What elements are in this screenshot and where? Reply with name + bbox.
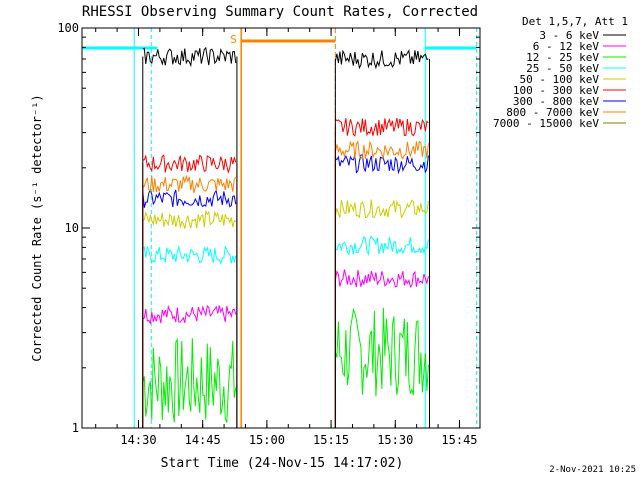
legend-label: 50 - 100 keV <box>520 73 600 86</box>
series-trace <box>335 117 429 137</box>
legend-label: 3 - 6 keV <box>539 29 599 42</box>
legend-title: Det 1,5,7, Att 1 <box>522 15 628 28</box>
y-tick-label: 1 <box>72 421 79 435</box>
series-trace <box>142 304 237 325</box>
series-trace <box>142 154 237 174</box>
series-25-50kev <box>142 235 431 428</box>
plot-frame <box>81 27 481 429</box>
x-tick-label: 15:45 <box>441 433 477 447</box>
x-tick-label: 15:15 <box>313 433 349 447</box>
series-trace <box>334 199 429 219</box>
legend-label: 800 - 7000 keV <box>506 106 599 119</box>
y-tick-label: 10 <box>65 221 79 235</box>
x-tick-label: 15:30 <box>377 433 413 447</box>
series-trace <box>334 49 429 70</box>
legend-label: 300 - 800 keV <box>513 95 599 108</box>
series-6-12kev <box>142 269 431 428</box>
x-tick-label: 15:00 <box>249 433 285 447</box>
series-trace <box>334 269 429 288</box>
series-trace <box>142 188 237 208</box>
legend-label: 7000 - 15000 keV <box>493 117 599 130</box>
x-tick-label: 14:30 <box>120 433 156 447</box>
legend-label: 100 - 300 keV <box>513 84 599 97</box>
chart-title: RHESSI Observing Summary Count Rates, Co… <box>82 4 478 20</box>
series-trace <box>335 154 429 175</box>
legend-label: 6 - 12 keV <box>533 40 600 53</box>
y-tick-label: 100 <box>57 21 79 35</box>
legend-label: 12 - 25 keV <box>526 51 599 64</box>
series-trace <box>335 235 429 256</box>
series-trace <box>142 337 237 423</box>
x-axis-label: Start Time (24-Nov-15 14:17:02) <box>161 456 404 471</box>
series-trace <box>142 209 237 229</box>
series-3-6kev <box>142 46 431 428</box>
series-trace <box>334 140 429 161</box>
y-axis-label: Corrected Count Rate (s⁻¹ detector⁻¹) <box>30 94 44 361</box>
chart-marks: S 1 10 100 14:30 14:45 15:00 15:15 15:30 15:45 3 -… <box>57 21 626 447</box>
x-tick-label: 14:45 <box>185 433 221 447</box>
series-trace <box>142 245 237 265</box>
footer-timestamp: 2-Nov-2021 10:25 <box>549 465 636 475</box>
series-trace <box>142 174 237 194</box>
legend-label: 25 - 50 keV <box>526 62 599 75</box>
series-12-25kev <box>142 307 431 428</box>
series-trace <box>334 307 429 397</box>
series-300-800kev <box>142 154 431 428</box>
flag-label: S <box>230 33 237 46</box>
series-trace <box>142 46 237 68</box>
